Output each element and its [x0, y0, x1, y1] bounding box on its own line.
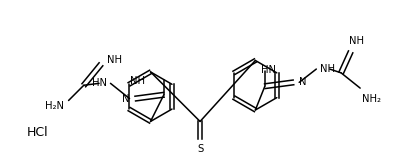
Text: N: N [299, 77, 307, 87]
Text: NH: NH [130, 76, 145, 87]
Text: H₂N: H₂N [45, 101, 64, 111]
Text: NH₂: NH₂ [362, 94, 381, 104]
Text: NH: NH [320, 64, 335, 74]
Text: NH: NH [107, 55, 122, 65]
Text: HCl: HCl [27, 126, 48, 139]
Text: S: S [197, 144, 203, 154]
Text: N: N [122, 94, 129, 104]
Text: HN: HN [91, 78, 107, 88]
Text: NH: NH [349, 36, 364, 46]
Text: HN: HN [261, 65, 276, 75]
